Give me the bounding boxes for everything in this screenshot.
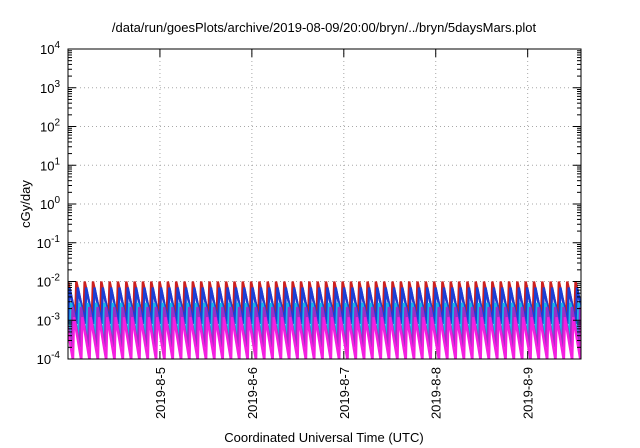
y-tick-label: 103 [40, 79, 60, 96]
x-tick-layer: 2019-8-5 2019-8-6 2019-8-7 2019-8-8 2019-8-9 [153, 367, 536, 419]
chart-title: /data/run/goesPlots/archive/2019-08-09/2… [112, 20, 537, 35]
y-axis-label: cGy/day [18, 180, 33, 228]
plot-frame [67, 48, 582, 360]
y-tick-label: 10-4 [37, 350, 61, 367]
y-tick-label: 10-3 [37, 311, 61, 328]
y-tick-label: 10-1 [37, 234, 61, 251]
series-line-2 [68, 287, 581, 325]
y-tick-label: 100 [40, 195, 60, 212]
x-tick-label: 2019-8-8 [429, 367, 444, 419]
y-tick-label: 104 [40, 40, 60, 57]
x-tick-label: 2019-8-7 [337, 367, 352, 419]
series-layer [68, 281, 581, 359]
series-line-5 [68, 316, 581, 359]
y-tick-label: 101 [40, 156, 60, 173]
y-tick-label: 10-2 [37, 273, 61, 290]
y-tick-label: 102 [40, 118, 60, 135]
x-tick-label: 2019-8-5 [153, 367, 168, 419]
x-tick-label: 2019-8-6 [245, 367, 260, 419]
y-tick-layer: 10-4 10-3 10-2 10-1 100 101 102 103 104 [37, 40, 61, 367]
x-tick-label: 2019-8-9 [521, 367, 536, 419]
x-axis-label: Coordinated Universal Time (UTC) [224, 430, 423, 445]
frame-layer [67, 48, 582, 360]
